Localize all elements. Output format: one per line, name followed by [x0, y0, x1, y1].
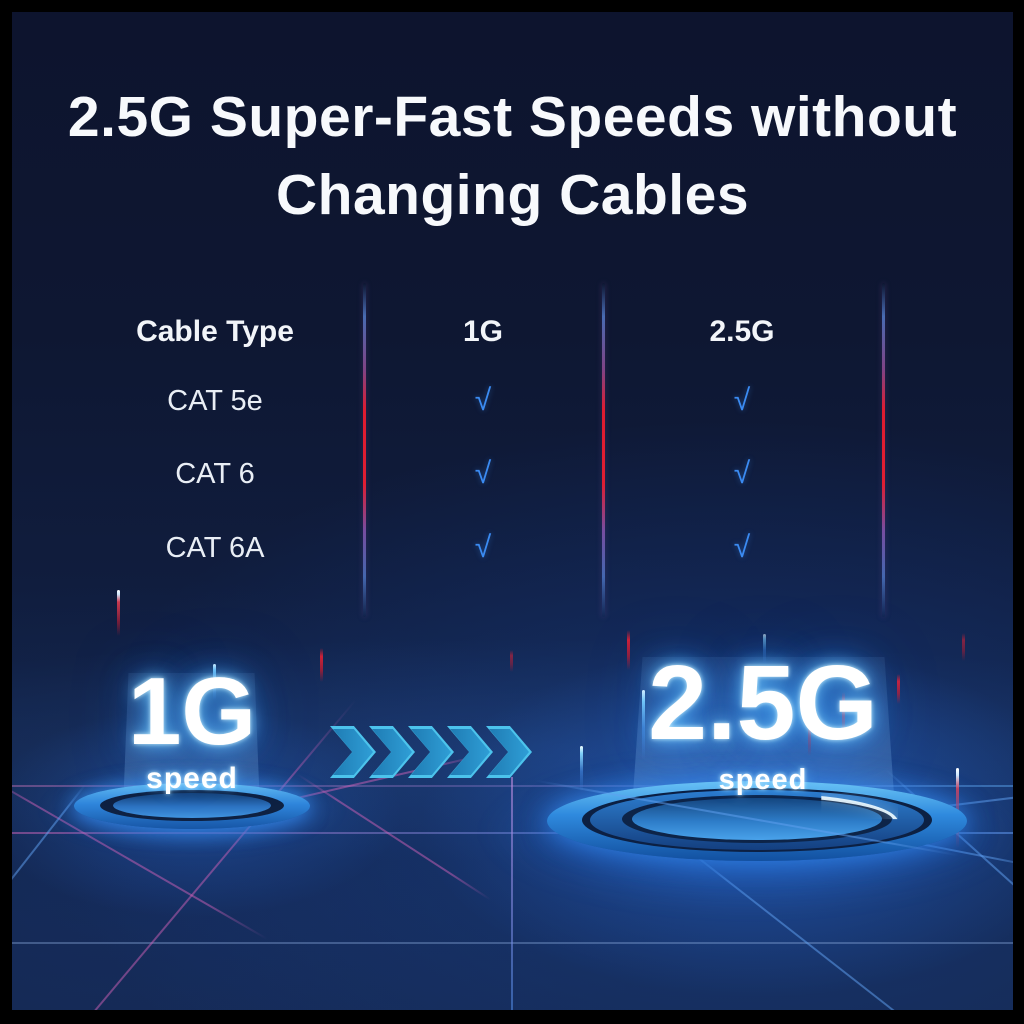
cable-type-cell: CAT 5e — [167, 385, 263, 417]
table-row: CAT 6 √ √ — [12, 455, 1013, 493]
light-streak — [213, 664, 216, 700]
check-mark-1g: √ — [474, 384, 492, 417]
title-line-1: 2.5G Super-Fast Speeds without — [67, 85, 958, 149]
check-mark-1g: √ — [474, 457, 492, 490]
light-streak — [117, 590, 120, 636]
title-line-2: Changing Cables — [275, 163, 750, 227]
column-separator-streak — [602, 283, 605, 617]
light-streak — [627, 630, 630, 670]
column-header-cable-type: Cable Type — [136, 315, 294, 348]
after-speed-value: 2.5G — [648, 644, 878, 762]
light-streak — [842, 692, 845, 736]
chevron-right-icon — [330, 726, 376, 778]
poster-canvas: 2.5G Super-Fast Speeds without Changing … — [12, 12, 1013, 1010]
cable-type-cell: CAT 6A — [165, 532, 265, 564]
light-streak — [642, 690, 645, 760]
light-streak — [897, 674, 900, 704]
before-speed-value: 1G — [127, 658, 257, 765]
check-mark-2-5g: √ — [733, 531, 751, 564]
light-streak — [320, 648, 323, 682]
light-streak — [763, 634, 766, 664]
light-streak — [962, 633, 965, 661]
after-speed-label: speed — [718, 764, 808, 796]
column-separator-streak — [363, 283, 366, 617]
grid-line — [511, 777, 513, 1010]
column-header-1g: 1G — [462, 315, 504, 348]
table-header-row: Cable Type 1G 2.5G — [12, 313, 1013, 351]
column-header-2-5g: 2.5G — [709, 315, 775, 348]
table-row: CAT 5e √ √ — [12, 382, 1013, 420]
table-row: CAT 6A √ √ — [12, 529, 1013, 567]
light-streak — [808, 688, 811, 756]
page-title: 2.5G Super-Fast Speeds without Changing … — [12, 78, 1013, 234]
check-mark-2-5g: √ — [733, 457, 751, 490]
light-streak — [510, 650, 513, 672]
check-mark-1g: √ — [474, 531, 492, 564]
cable-type-cell: CAT 6 — [175, 458, 255, 490]
column-separator-streak — [882, 283, 885, 617]
check-mark-2-5g: √ — [733, 384, 751, 417]
before-speed-label: speed — [146, 762, 238, 795]
platform-core — [113, 793, 271, 818]
